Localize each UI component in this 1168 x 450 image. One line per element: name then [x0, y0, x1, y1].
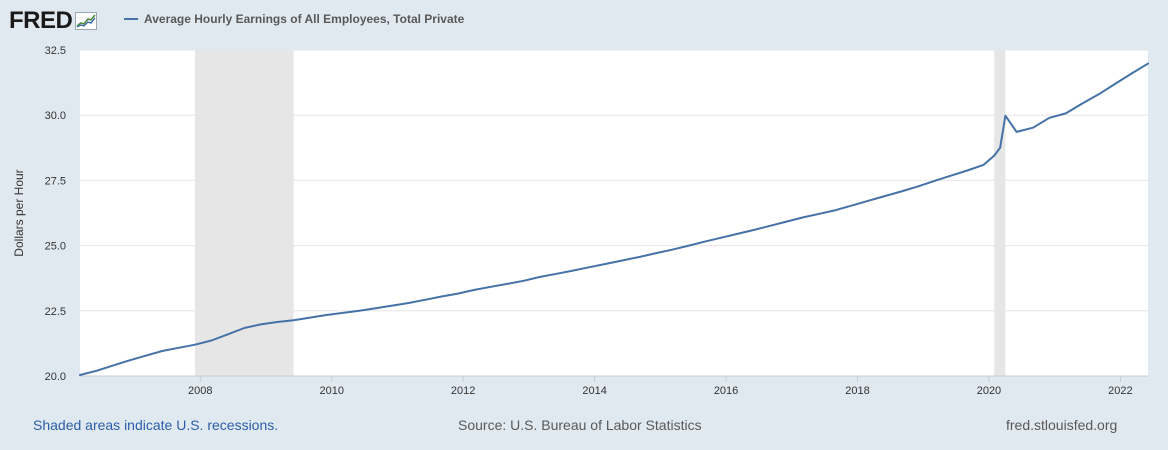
series-line-0[interactable] — [79, 62, 1149, 376]
x-tick-label-3: 2014 — [582, 385, 606, 397]
recession-band-1 — [994, 50, 1006, 376]
y-tick-label-5: 32.5 — [45, 45, 66, 57]
y-axis-title: Dollars per Hour — [12, 169, 26, 256]
x-tick-label-6: 2020 — [977, 385, 1001, 397]
y-tick-label-4: 30.0 — [45, 110, 66, 122]
x-tick-label-1: 2010 — [319, 385, 343, 397]
source-text: Source: U.S. Bureau of Labor Statistics — [458, 417, 702, 433]
y-tick-label-2: 25.0 — [45, 241, 66, 253]
series-legend[interactable]: Average Hourly Earnings of All Employees… — [124, 12, 464, 26]
series-legend-label: Average Hourly Earnings of All Employees… — [144, 12, 465, 26]
x-tick-label-4: 2016 — [714, 385, 738, 397]
y-tick-label-1: 22.5 — [45, 306, 66, 318]
x-tick-label-7: 2022 — [1108, 385, 1132, 397]
y-tick-label-3: 27.5 — [45, 175, 66, 187]
y-tick-label-0: 20.0 — [45, 371, 66, 383]
fred-site-link[interactable]: fred.stlouisfed.org — [1006, 417, 1118, 433]
fred-logo[interactable]: FRED — [9, 6, 98, 36]
series-legend-swatch — [124, 18, 138, 20]
chart-area: 20.0 22.5 25.0 27.5 30.0 32.5 2008 2010 2012 2014… — [0, 40, 1168, 410]
recession-note-link[interactable]: Shaded areas indicate U.S. recessions. — [33, 417, 279, 433]
graph-footer: Shaded areas indicate U.S. recessions. S… — [0, 410, 1168, 450]
fred-chart-icon — [75, 12, 98, 30]
graph-header: FRED Average Hourly Earnings of All Empl… — [0, 0, 1168, 40]
x-tick-label-5: 2018 — [845, 385, 869, 397]
fred-logo-text: FRED — [9, 7, 73, 34]
line-chart[interactable]: 20.0 22.5 25.0 27.5 30.0 32.5 2008 2010 2012 2014… — [0, 40, 1168, 410]
x-tick-label-0: 2008 — [188, 385, 212, 397]
x-tick-label-2: 2012 — [451, 385, 475, 397]
